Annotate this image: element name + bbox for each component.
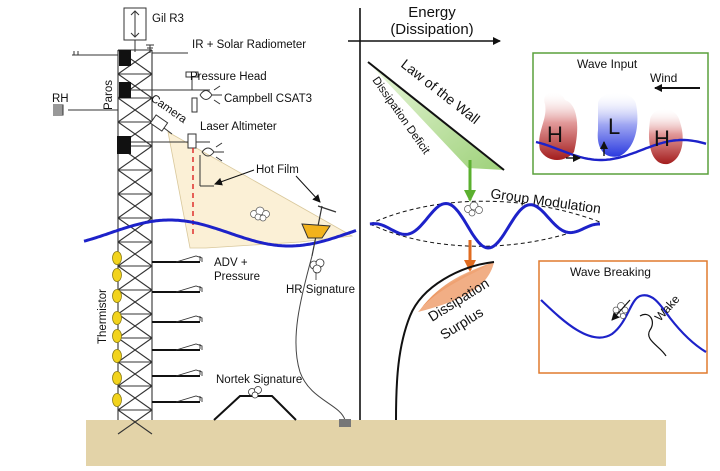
- low-label: L: [608, 114, 620, 139]
- instrument-cable: [295, 255, 346, 421]
- radiometer-boom: [72, 44, 188, 56]
- adv-probe: [175, 369, 203, 377]
- thermistor-bead: [112, 289, 122, 303]
- label-group-modulation: Group Modulation: [490, 185, 602, 216]
- label-rh: RH: [52, 93, 69, 105]
- adv-probe: [175, 315, 203, 323]
- energy-axis-title-line2: (Dissipation): [390, 21, 473, 38]
- label-thermistor: Thermistor: [97, 289, 109, 344]
- breaking-wave-curve: [540, 294, 707, 353]
- thermistor-bead: [112, 268, 122, 282]
- csat3-sensor: [191, 85, 222, 113]
- high-pressure-left: [539, 92, 578, 160]
- wake-curve: [639, 313, 667, 357]
- hr-signature-instrument: [309, 258, 325, 280]
- tower-brace: [117, 265, 153, 291]
- paros-block-3: [117, 136, 131, 154]
- instrument-tower: [117, 49, 153, 435]
- camera: [131, 114, 210, 143]
- tower-brace: [117, 409, 153, 435]
- label-nortek-signature: Nortek Signature: [216, 374, 302, 386]
- tower-brace: [117, 241, 153, 267]
- low-pressure-blob: [597, 92, 638, 157]
- energy-axis-title-line1: Energy: [408, 4, 456, 21]
- label-paros: Paros: [103, 80, 115, 110]
- wave-input-title: Wave Input: [577, 57, 638, 71]
- tower-brace: [117, 385, 153, 411]
- wave-input-curve: [535, 138, 707, 162]
- label-adv-line1: ADV +: [214, 257, 248, 269]
- ocean-wave-surface: [83, 218, 357, 248]
- adv-probe: [175, 285, 203, 293]
- tower-brace: [117, 49, 153, 75]
- hot-film-pointer-left: [214, 169, 255, 186]
- adv-probe: [175, 395, 203, 403]
- thermistor-bead: [112, 393, 122, 407]
- thermistor-bead: [112, 329, 122, 343]
- adv-sensor-arms: [152, 255, 203, 403]
- tower-brace: [117, 193, 153, 219]
- wind-label: Wind: [650, 71, 677, 85]
- tower-brace: [117, 145, 153, 171]
- tower-brace: [117, 313, 153, 339]
- tower-brace: [117, 169, 153, 195]
- wave-group-curve: [369, 201, 600, 250]
- label-pressure-head: Pressure Head: [190, 71, 267, 83]
- label-laser-altimeter: Laser Altimeter: [200, 121, 277, 133]
- high-left-label: H: [547, 122, 563, 147]
- whitecap-bubbles: [250, 206, 270, 222]
- wave-input-panel: Wave Input Wind H L H: [532, 52, 709, 175]
- thermistor-bead: [112, 349, 122, 363]
- tower-brace: [117, 289, 153, 315]
- thermistor-bead: [112, 371, 122, 385]
- dissipation-surplus-fill-2: [418, 262, 494, 312]
- adv-probe: [175, 343, 203, 351]
- hot-film-float: [301, 205, 337, 257]
- thermistor-bead: [112, 311, 122, 325]
- nortek-signature-frame: [213, 395, 297, 421]
- high-right-label: H: [654, 126, 670, 151]
- adv-probe: [175, 255, 203, 263]
- wave-breaking-panel: Wave Breaking Wake: [538, 260, 708, 374]
- label-gill-r3: Gil R3: [152, 13, 184, 25]
- hot-film-sensor: [199, 142, 224, 187]
- tower-brace: [117, 361, 153, 387]
- label-hot-film: Hot Film: [256, 164, 299, 176]
- label-law-of-wall: Law of the Wall: [398, 56, 483, 127]
- group-envelope-upper: [369, 200, 601, 225]
- label-adv-line2: Pressure: [214, 271, 260, 283]
- nortek-signature-head: [248, 386, 262, 399]
- camera-field-of-view: [167, 131, 354, 249]
- rh-sensor: [53, 104, 118, 116]
- label-ir-solar: IR + Solar Radiometer: [192, 39, 306, 51]
- thermistor-bead: [112, 251, 122, 265]
- dissipation-profile-curve: [395, 261, 495, 421]
- group-whitecap-bubbles: [464, 201, 483, 217]
- law-of-wall-line: [367, 61, 505, 171]
- hot-film-pointer-right: [295, 175, 321, 203]
- tower-brace: [117, 337, 153, 363]
- wave-breaking-title: Wave Breaking: [570, 265, 651, 279]
- pressure-head-boom: [131, 71, 210, 91]
- high-pressure-right: [648, 109, 683, 165]
- tower-brace: [117, 97, 153, 123]
- paros-block-2: [119, 82, 131, 98]
- seabed: [86, 420, 666, 466]
- label-csat3: Campbell CSAT3: [224, 93, 312, 105]
- label-hr-signature: HR Signature: [286, 284, 355, 296]
- thermistor-chain: [112, 251, 122, 407]
- paros-block-1: [119, 50, 131, 66]
- breaking-direction-arrow: [611, 299, 631, 321]
- cable-junction-box: [339, 419, 351, 427]
- gill-r3-sensor: [123, 7, 147, 52]
